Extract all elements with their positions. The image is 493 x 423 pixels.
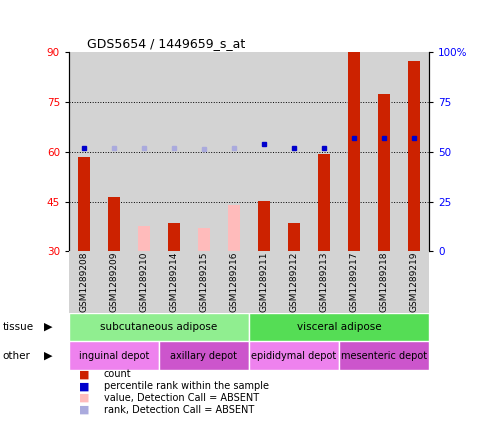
Bar (69, 52, 99, 251)
FancyBboxPatch shape (69, 313, 249, 341)
Text: percentile rank within the sample: percentile rank within the sample (104, 381, 269, 391)
Bar (159, 52, 189, 251)
Text: ■: ■ (79, 369, 89, 379)
Text: GSM1289209: GSM1289209 (109, 251, 118, 312)
Bar (69, 52, 99, 251)
Bar (318, 154, 330, 251)
Bar (249, 52, 279, 251)
Bar (189, 52, 219, 251)
Text: rank, Detection Call = ABSENT: rank, Detection Call = ABSENT (104, 405, 254, 415)
Text: ▶: ▶ (44, 351, 53, 361)
Text: GSM1289217: GSM1289217 (350, 251, 358, 312)
Bar (129, 52, 159, 251)
Bar (108, 197, 120, 251)
Bar (279, 251, 309, 313)
Text: GSM1289215: GSM1289215 (200, 251, 209, 312)
FancyBboxPatch shape (249, 341, 339, 370)
Bar (339, 52, 369, 251)
Bar (159, 52, 189, 251)
FancyBboxPatch shape (339, 341, 429, 370)
Bar (99, 52, 129, 251)
Bar (369, 251, 399, 313)
Bar (348, 52, 360, 251)
Text: inguinal depot: inguinal depot (79, 351, 149, 361)
Text: ■: ■ (79, 405, 89, 415)
Text: GDS5654 / 1449659_s_at: GDS5654 / 1449659_s_at (87, 37, 245, 50)
Bar (99, 251, 129, 313)
Bar (219, 52, 249, 251)
Bar (198, 228, 210, 251)
Bar (309, 52, 339, 251)
Bar (399, 251, 429, 313)
Bar (309, 52, 339, 251)
Text: GSM1289216: GSM1289216 (229, 251, 239, 312)
Bar (249, 251, 279, 313)
Text: mesenteric depot: mesenteric depot (341, 351, 427, 361)
Bar (138, 226, 150, 251)
Text: GSM1289210: GSM1289210 (140, 251, 148, 312)
Text: GSM1289214: GSM1289214 (170, 251, 178, 312)
Bar (369, 52, 399, 251)
Bar (189, 52, 219, 251)
Bar (228, 205, 240, 251)
Bar (249, 52, 279, 251)
Bar (399, 52, 429, 251)
Bar (69, 251, 99, 313)
FancyBboxPatch shape (159, 341, 249, 370)
Text: value, Detection Call = ABSENT: value, Detection Call = ABSENT (104, 393, 259, 403)
Text: tissue: tissue (2, 322, 34, 332)
Text: ▶: ▶ (44, 322, 53, 332)
Text: GSM1289208: GSM1289208 (79, 251, 89, 312)
Bar (219, 52, 249, 251)
Text: ■: ■ (79, 393, 89, 403)
Bar (129, 251, 159, 313)
Bar (78, 157, 90, 251)
Text: GSM1289212: GSM1289212 (289, 251, 298, 312)
FancyBboxPatch shape (69, 341, 159, 370)
Bar (99, 52, 129, 251)
Text: other: other (2, 351, 31, 361)
FancyBboxPatch shape (249, 313, 429, 341)
Bar (279, 52, 309, 251)
Bar (219, 251, 249, 313)
Bar (129, 52, 159, 251)
Text: axillary depot: axillary depot (171, 351, 238, 361)
Text: GSM1289211: GSM1289211 (259, 251, 269, 312)
Bar (309, 251, 339, 313)
Bar (189, 251, 219, 313)
Text: ■: ■ (79, 381, 89, 391)
Bar (258, 201, 270, 251)
Text: GSM1289218: GSM1289218 (380, 251, 388, 312)
Bar (339, 52, 369, 251)
Bar (168, 223, 180, 251)
Bar (408, 61, 420, 251)
Text: count: count (104, 369, 131, 379)
Text: subcutaneous adipose: subcutaneous adipose (101, 322, 217, 332)
Bar (399, 52, 429, 251)
Text: epididymal depot: epididymal depot (251, 351, 337, 361)
Bar (339, 251, 369, 313)
Bar (279, 52, 309, 251)
Text: GSM1289213: GSM1289213 (319, 251, 328, 312)
Bar (378, 94, 390, 251)
Bar (288, 223, 300, 251)
Text: visceral adipose: visceral adipose (297, 322, 381, 332)
Text: GSM1289219: GSM1289219 (409, 251, 419, 312)
Bar (369, 52, 399, 251)
Bar (159, 251, 189, 313)
